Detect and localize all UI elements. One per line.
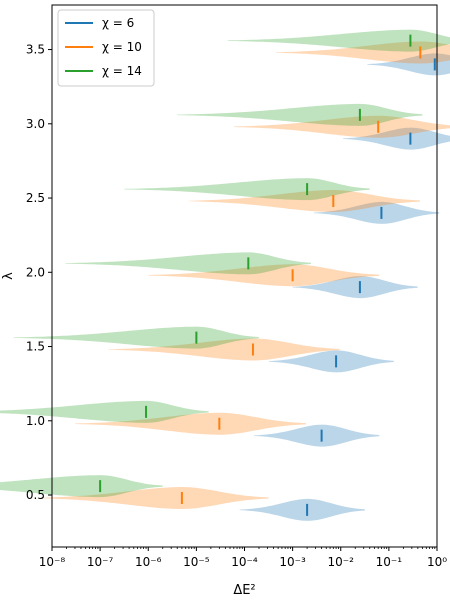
violin-chi6-2.4 xyxy=(314,201,440,224)
violin-layer xyxy=(0,29,450,521)
legend-items: χ = 6 χ = 10 χ = 14 xyxy=(65,16,142,78)
legend: χ = 6 χ = 10 χ = 14 xyxy=(57,9,155,87)
violin-chi14-3.06 xyxy=(177,103,423,126)
legend-label-chi14: χ = 14 xyxy=(102,64,142,78)
violin-chi14-3.56 xyxy=(227,29,450,52)
violin-chi10-0.48 xyxy=(37,487,269,509)
x-axis-label: ΔE² xyxy=(233,583,255,598)
y-tick-label: 3.5 xyxy=(26,43,45,57)
violin-chi6-1.9 xyxy=(292,276,418,299)
y-tick-label: 2.5 xyxy=(26,191,45,205)
y-axis-ticks: 0.5 1.0 1.5 2.0 2.5 3.0 3.5 xyxy=(26,43,52,502)
median-layer xyxy=(99,34,436,516)
y-tick-label: 3.0 xyxy=(26,117,45,131)
y-tick-label: 1.5 xyxy=(26,340,45,354)
violin-chi14-2.56 xyxy=(124,178,370,201)
legend-label-chi6: χ = 6 xyxy=(102,16,134,30)
legend-box xyxy=(57,9,155,87)
violin-chi10-2.98 xyxy=(233,115,450,138)
x-tick-label: 10⁻⁴ xyxy=(231,555,258,569)
violin-chi10-1.98 xyxy=(148,264,380,287)
x-tick-label: 10⁻³ xyxy=(279,555,306,569)
x-tick-label: 10⁻⁸ xyxy=(39,555,66,569)
x-tick-label: 10⁻² xyxy=(328,555,355,569)
violin-chi14-1.06 xyxy=(0,400,209,423)
y-tick-label: 2.0 xyxy=(26,265,45,279)
violin-chi6-0.4 xyxy=(239,498,365,521)
x-tick-label: 10⁰ xyxy=(427,555,447,569)
x-axis-ticks: 10⁻⁸ 10⁻⁷ 10⁻⁶ 10⁻⁵ 10⁻⁴ 10⁻³ 10⁻² 10⁻¹ 10⁰ xyxy=(39,547,447,569)
x-tick-label: 10⁻⁷ xyxy=(87,555,114,569)
violin-chi14-1.56 xyxy=(13,326,259,349)
violin-chi6-2.9 xyxy=(343,127,450,150)
violin-chi6-3.4 xyxy=(367,53,450,76)
legend-label-chi10: χ = 10 xyxy=(102,40,142,54)
violin-chi10-1.48 xyxy=(108,338,340,361)
violin-chi6-0.9 xyxy=(254,424,380,447)
violin-chi10-0.98 xyxy=(75,412,306,435)
y-tick-label: 1.0 xyxy=(26,414,45,428)
y-tick-label: 0.5 xyxy=(26,488,45,502)
violin-chi14-2.06 xyxy=(65,252,311,275)
violin-chi10-2.48 xyxy=(188,190,420,212)
violin-chi10-3.48 xyxy=(275,41,450,64)
y-axis-label: λ xyxy=(1,272,16,280)
x-tick-label: 10⁻¹ xyxy=(376,555,403,569)
x-tick-label: 10⁻⁵ xyxy=(183,555,210,569)
x-tick-label: 10⁻⁶ xyxy=(135,555,162,569)
violin-chi6-1.4 xyxy=(268,350,394,373)
violin-chi14-0.56 xyxy=(0,475,163,498)
